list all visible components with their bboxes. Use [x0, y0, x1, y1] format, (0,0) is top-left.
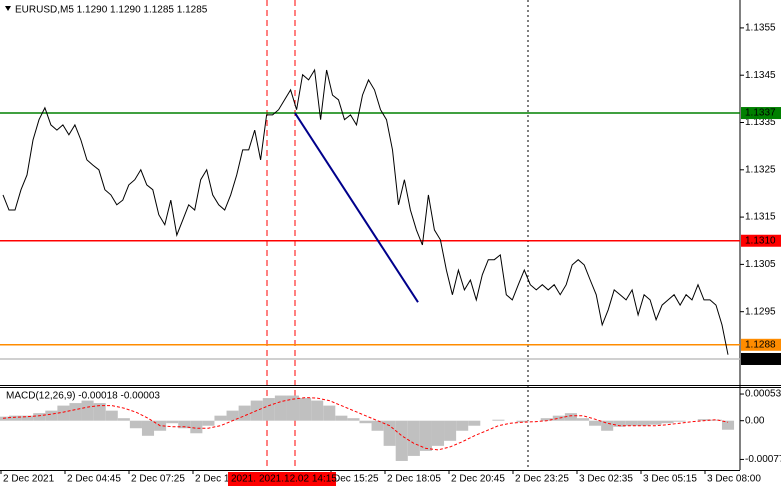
macd-title: MACD(12,26,9) -0.00018 -0.00003	[6, 391, 160, 402]
macd-bar	[383, 420, 396, 446]
macd-bar	[274, 395, 287, 421]
signal-line	[2, 397, 729, 451]
macd-bar	[214, 415, 227, 421]
menu-icon	[5, 6, 11, 11]
level-box	[741, 352, 781, 365]
macd-bar	[552, 415, 565, 421]
level-label: 1.1285	[745, 354, 776, 365]
price-line	[2, 68, 729, 355]
macd-bar	[613, 420, 626, 427]
y-tick-label: 1.1295	[745, 306, 776, 317]
y-tick-label: 1.1355	[745, 23, 776, 34]
level-label: 1.1337	[745, 108, 776, 119]
macd-bar	[81, 400, 94, 421]
macd-bar	[661, 420, 674, 424]
level-label: 1.1288	[745, 339, 776, 350]
y-tick-label: 1.1315	[745, 212, 776, 223]
y-tick-label: 1.1305	[745, 259, 776, 270]
macd-bar	[673, 420, 686, 422]
macd-bar	[589, 420, 602, 426]
macd-bar	[323, 405, 336, 421]
macd-bar	[564, 413, 577, 421]
y-tick-label: 1.1345	[745, 70, 776, 81]
macd-bar	[93, 403, 106, 421]
y-tick-label: -0.00077	[745, 454, 781, 465]
x-tick-label: 3 Dec 02:35	[579, 474, 633, 485]
crosshair-label: 2021.	[231, 474, 256, 485]
x-tick-label: 2 Dec 07:25	[131, 474, 185, 485]
macd-bar	[105, 410, 118, 421]
crosshair-box	[256, 472, 336, 486]
macd-bar	[492, 419, 505, 421]
macd-bar	[166, 420, 179, 424]
macd-bar	[286, 395, 300, 421]
macd-bar	[45, 410, 58, 421]
macd-bar	[576, 418, 590, 421]
macd-bar	[637, 420, 650, 426]
level-box	[741, 234, 781, 247]
crosshair-label: 2021.12.02 14:15	[259, 474, 337, 485]
underlay	[266, 0, 529, 470]
macd-bar	[33, 413, 46, 421]
macd-bar	[516, 420, 529, 423]
x-tick-label: 2 Dec 2021	[3, 474, 55, 485]
macd-bar	[141, 420, 155, 436]
macd-bar	[190, 420, 203, 434]
level-box	[741, 338, 781, 351]
macd-bar	[395, 420, 408, 461]
macd-bar	[202, 420, 215, 426]
macd-bar	[311, 400, 324, 421]
x-tick-label: 3 Dec 05:15	[643, 474, 697, 485]
macd-bar	[226, 410, 239, 421]
x-tick-label: 2 Dec 23:25	[515, 474, 569, 485]
macd-bar	[359, 420, 372, 424]
x-tick-label: Dec 15:25	[333, 474, 379, 485]
macd-bar	[431, 420, 445, 446]
x-tick-label: 2 Dec 1	[195, 474, 230, 485]
macd-bar	[444, 420, 457, 441]
level-label: 1.1310	[745, 235, 776, 246]
macd-bar	[129, 420, 142, 429]
x-tick-label: 2 Dec 04:45	[67, 474, 121, 485]
macd-bar	[299, 398, 312, 421]
macd-bar	[625, 420, 638, 426]
macd-bar	[456, 420, 469, 431]
macd-bar	[178, 420, 191, 429]
macd-bar	[347, 418, 360, 421]
crosshair-box	[228, 472, 264, 486]
macd-bar	[371, 420, 384, 431]
x-tick-label: 2 Dec 18:05	[387, 474, 441, 485]
macd-bar	[9, 415, 22, 421]
chart-title: EURUSD,M5 1.1290 1.1290 1.1285 1.1285	[15, 5, 208, 16]
trend-line	[294, 112, 419, 303]
macd-bar	[697, 419, 710, 421]
macd-bar	[69, 403, 82, 421]
y-tick-label: 1.1325	[745, 164, 776, 175]
macd-bar	[468, 420, 481, 426]
macd-bar	[117, 418, 130, 421]
macd-bar	[407, 420, 420, 456]
y-tick-label: 0.00053	[745, 389, 781, 400]
macd-bar	[21, 415, 34, 421]
level-box	[741, 107, 781, 120]
macd-bar	[649, 420, 662, 425]
y-tick-label: 1.1335	[745, 117, 776, 128]
macd-bar	[335, 415, 348, 421]
macd-bar	[419, 420, 432, 451]
macd-bar	[540, 418, 553, 421]
x-tick-label: 2 Dec 20:45	[451, 474, 505, 485]
macd-bar	[262, 398, 275, 421]
macd-bar	[721, 420, 735, 430]
macd-bar	[709, 419, 722, 421]
macd-bar	[238, 405, 251, 421]
y-tick-label: 0.00	[745, 415, 765, 426]
macd-bar	[601, 420, 614, 431]
x-tick-label: 3 Dec 08:00	[707, 474, 761, 485]
macd-bar	[0, 416, 10, 421]
macd-bar	[57, 405, 70, 421]
